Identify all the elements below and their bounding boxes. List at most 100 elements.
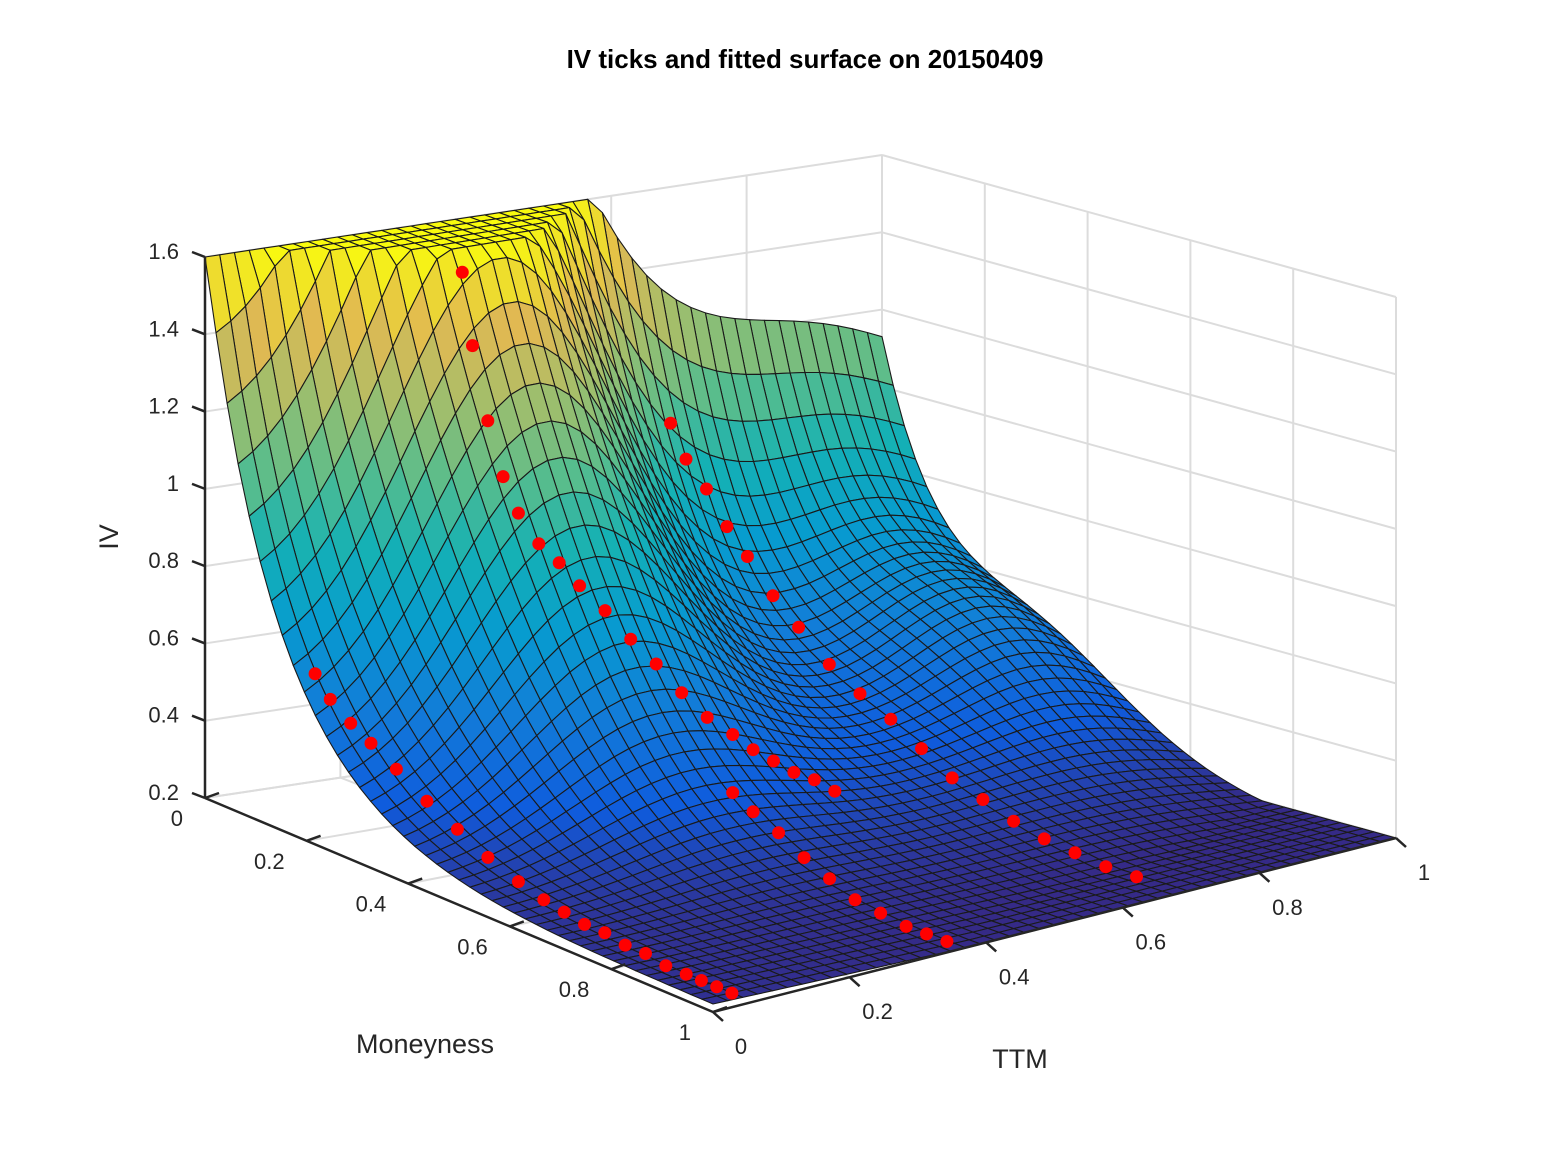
- z-tick-label: 1.6: [148, 239, 179, 264]
- iv-tick-point: [797, 851, 811, 865]
- wall-gridline: [881, 385, 1397, 530]
- iv-tick-point: [710, 980, 724, 994]
- iv-tick-point: [511, 875, 525, 889]
- y-tick-label: 0.4: [999, 964, 1030, 989]
- iv-tick-point: [537, 893, 551, 907]
- z-tick-label: 0.2: [148, 780, 179, 805]
- x-tick-mark: [610, 963, 626, 971]
- y-tick-label: 0.6: [1136, 930, 1167, 955]
- z-tick-mark: [191, 559, 206, 568]
- y-tick-mark: [1121, 906, 1134, 918]
- y-tick-mark: [1395, 837, 1407, 848]
- iv-tick-point: [920, 927, 933, 941]
- iv-tick-point: [726, 786, 740, 800]
- x-tick-label: 0.2: [254, 849, 285, 874]
- iv-tick-point: [787, 765, 801, 779]
- iv-tick-point: [823, 872, 837, 886]
- z-tick-label: 0.4: [148, 703, 179, 728]
- y-tick-label: 1: [1418, 860, 1430, 885]
- x-tick-label: 0.6: [457, 934, 488, 959]
- wall-gridline: [881, 154, 1397, 298]
- iv-tick-point: [639, 947, 652, 960]
- z-tick-label: 1.4: [148, 316, 179, 341]
- axes: 0.20.40.60.811.21.41.600.20.40.60.8100.2…: [148, 239, 1430, 1059]
- iv-tick-point: [746, 743, 760, 757]
- z-tick-mark: [191, 405, 206, 413]
- wall-gridline: [881, 308, 1397, 453]
- iv-tick-point: [822, 657, 836, 671]
- z-tick-label: 1.2: [148, 394, 179, 419]
- iv-tick-point: [496, 470, 510, 484]
- iv-tick-point: [344, 716, 358, 730]
- iv-tick-point: [874, 906, 888, 920]
- iv-tick-point: [848, 893, 862, 907]
- y-tick-mark: [712, 1011, 724, 1022]
- iv-tick-point: [945, 771, 959, 785]
- iv-tick-point: [511, 506, 525, 520]
- iv-tick-point: [578, 917, 591, 931]
- iv-tick-point: [679, 967, 693, 981]
- iv-tick-point: [1007, 814, 1021, 828]
- y-tick-label: 0.8: [1272, 895, 1303, 920]
- iv-tick-point: [792, 620, 806, 634]
- chart-title: IV ticks and fitted surface on 20150409: [567, 44, 1044, 74]
- iv-tick-point: [450, 822, 464, 836]
- iv-tick-point: [853, 687, 867, 701]
- y-tick-label: 0: [735, 1034, 747, 1059]
- iv-tick-point: [573, 579, 587, 593]
- iv-tick-point: [552, 556, 566, 570]
- iv-tick-point: [420, 794, 434, 808]
- iv-tick-point: [726, 728, 740, 741]
- x-tick-label: 0: [171, 806, 183, 831]
- x-tick-label: 0.8: [559, 977, 590, 1002]
- iv-tick-point: [1037, 832, 1051, 846]
- iv-tick-point: [828, 784, 842, 798]
- y-tick-mark: [848, 976, 861, 988]
- iv-tick-point: [976, 793, 990, 806]
- y-axis-line: [712, 836, 1397, 1014]
- x-axis-label: Moneyness: [356, 1029, 494, 1059]
- iv-tick-point: [532, 537, 546, 551]
- iv-tick-point: [694, 974, 708, 987]
- iv-tick-point: [618, 938, 632, 952]
- x-axis-line: [204, 796, 714, 1014]
- iv-tick-point: [884, 712, 898, 726]
- iv-tick-point: [766, 589, 780, 603]
- iv-tick-point: [481, 850, 495, 864]
- surface-patch: [701, 995, 729, 1005]
- iv-tick-point: [659, 959, 673, 973]
- wall-gridline: [881, 231, 1397, 376]
- x-tick-mark: [306, 834, 322, 842]
- x-tick-mark: [204, 791, 220, 800]
- z-tick-mark: [191, 714, 206, 722]
- iv-tick-point: [700, 710, 714, 724]
- y-tick-mark: [985, 941, 998, 953]
- z-tick-mark: [191, 482, 206, 491]
- y-tick-mark: [1258, 871, 1271, 883]
- iv-tick-point: [557, 905, 571, 919]
- z-tick-mark: [191, 637, 206, 645]
- iv-tick-point: [598, 926, 612, 940]
- z-tick-label: 1: [167, 471, 179, 496]
- iv-tick-point: [455, 265, 469, 279]
- iv-tick-point: [364, 736, 378, 750]
- iv-tick-point: [772, 826, 786, 840]
- iv-tick-points: [308, 265, 1143, 1000]
- iv-tick-point: [649, 657, 663, 671]
- iv-tick-point: [1068, 846, 1082, 860]
- iv-tick-point: [940, 935, 954, 948]
- iv-tick-point: [624, 632, 638, 646]
- wall-gridline: [881, 463, 1397, 608]
- iv-tick-point: [720, 520, 734, 534]
- x-tick-mark: [407, 877, 423, 885]
- iv-tick-point: [746, 805, 760, 819]
- iv-tick-point: [700, 482, 713, 496]
- iv-tick-point: [664, 416, 678, 430]
- iv-tick-point: [767, 754, 780, 768]
- x-tick-label: 0.4: [356, 892, 387, 917]
- iv-tick-point: [675, 686, 689, 700]
- iv-tick-point: [915, 742, 928, 756]
- y-axis-label: TTM: [992, 1044, 1047, 1074]
- iv-tick-point: [389, 762, 403, 776]
- iv-tick-point: [679, 452, 693, 466]
